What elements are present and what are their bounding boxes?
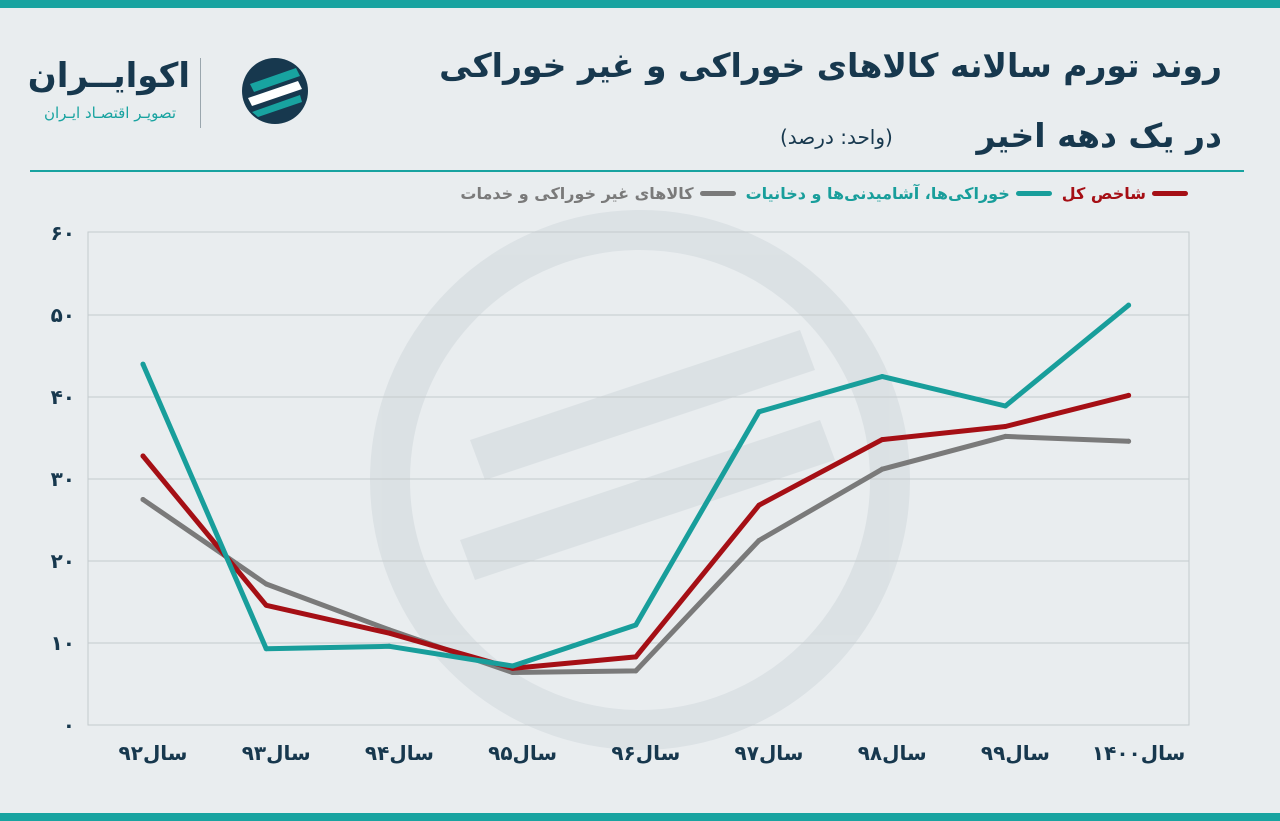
series-point-food	[1126, 302, 1132, 308]
series-point-food	[386, 643, 392, 649]
series-point-nonfood	[510, 670, 516, 676]
top-accent-bar	[0, 0, 1280, 8]
bottom-accent-bar	[0, 813, 1280, 821]
series-point-total	[756, 502, 762, 508]
y-tick-label: ۳۰	[51, 467, 75, 491]
watermark	[370, 210, 910, 750]
series-point-nonfood	[1126, 438, 1132, 444]
x-tick-label: سال۹۳	[242, 741, 311, 765]
series-point-nonfood	[756, 538, 762, 543]
series-point-food	[879, 374, 885, 379]
series-point-total	[1126, 392, 1132, 398]
logo-separator	[200, 58, 201, 128]
legend-label-total: شاخص کل	[1061, 184, 1146, 203]
legend-swatch-total	[1152, 191, 1188, 196]
x-tick-label: سال۹۴	[365, 741, 434, 765]
x-tick-label: سال۱۴۰۰	[1092, 741, 1185, 765]
y-tick-label: ۴۰	[51, 385, 75, 409]
series-point-total	[386, 630, 392, 636]
series-point-total	[1002, 424, 1008, 430]
series-point-nonfood	[140, 497, 146, 502]
series-point-total	[140, 453, 146, 459]
legend-label-nonfood: کالاهای غیر خوراکی و خدمات	[460, 184, 694, 203]
brand-name: اکوایــران	[27, 56, 190, 96]
series-point-food	[756, 409, 762, 415]
x-tick-label: سال۹۷	[735, 741, 804, 765]
x-tick-label: سال۹۶	[611, 741, 680, 765]
legend-label-food: خوراکی‌ها، آشامیدنی‌ها و دخانیات	[745, 184, 1010, 203]
series-point-nonfood	[263, 581, 269, 587]
legend-item-food: خوراکی‌ها، آشامیدنی‌ها و دخانیات	[746, 184, 1052, 203]
series-point-food	[140, 361, 146, 367]
brand-mark-icon	[242, 58, 308, 124]
x-tick-label: سال۹۸	[858, 741, 927, 765]
legend-swatch-nonfood	[699, 191, 736, 196]
series-point-food	[633, 622, 639, 628]
chart-title-line2: در یک دهه اخیر	[976, 116, 1222, 155]
x-tick-label: سال۹۵	[488, 741, 557, 765]
y-tick-label: ۰	[63, 713, 75, 737]
series-point-total	[879, 437, 885, 443]
brand-tagline: تصویـر اقتصـاد ایـران	[43, 104, 177, 122]
series-point-total	[633, 654, 639, 660]
series-point-total	[263, 602, 269, 608]
x-tick-label: سال۹۲	[119, 741, 188, 765]
y-tick-label: ۵۰	[51, 303, 75, 327]
brand-logo: اکوایــران تصویـر اقتصـاد ایـران	[27, 52, 308, 132]
header-divider	[30, 170, 1244, 172]
y-tick-label: ۲۰	[51, 549, 75, 573]
y-tick-label: ۱۰	[51, 631, 75, 655]
series-point-nonfood	[633, 668, 639, 674]
series-point-nonfood	[879, 466, 885, 472]
y-tick-label: ۶۰	[51, 221, 75, 245]
series-point-nonfood	[1002, 433, 1008, 439]
legend-item-nonfood: کالاهای غیر خوراکی و خدمات	[460, 184, 736, 203]
series-point-food	[510, 663, 516, 669]
series-point-food	[1002, 403, 1008, 409]
legend: شاخص کل خوراکی‌ها، آشامیدنی‌ها و دخانیات…	[460, 184, 1188, 203]
series-line-nonfood	[140, 433, 1132, 675]
unit-label: (واحد: درصد)	[780, 125, 893, 149]
legend-swatch-food	[1015, 191, 1052, 196]
legend-item-total: شاخص کل	[1062, 184, 1188, 203]
chart-title: روند تورم سالانه کالاهای خوراکی و غیر خو…	[439, 46, 1222, 85]
series-point-food	[263, 646, 269, 652]
x-tick-label: سال۹۹	[981, 741, 1050, 765]
